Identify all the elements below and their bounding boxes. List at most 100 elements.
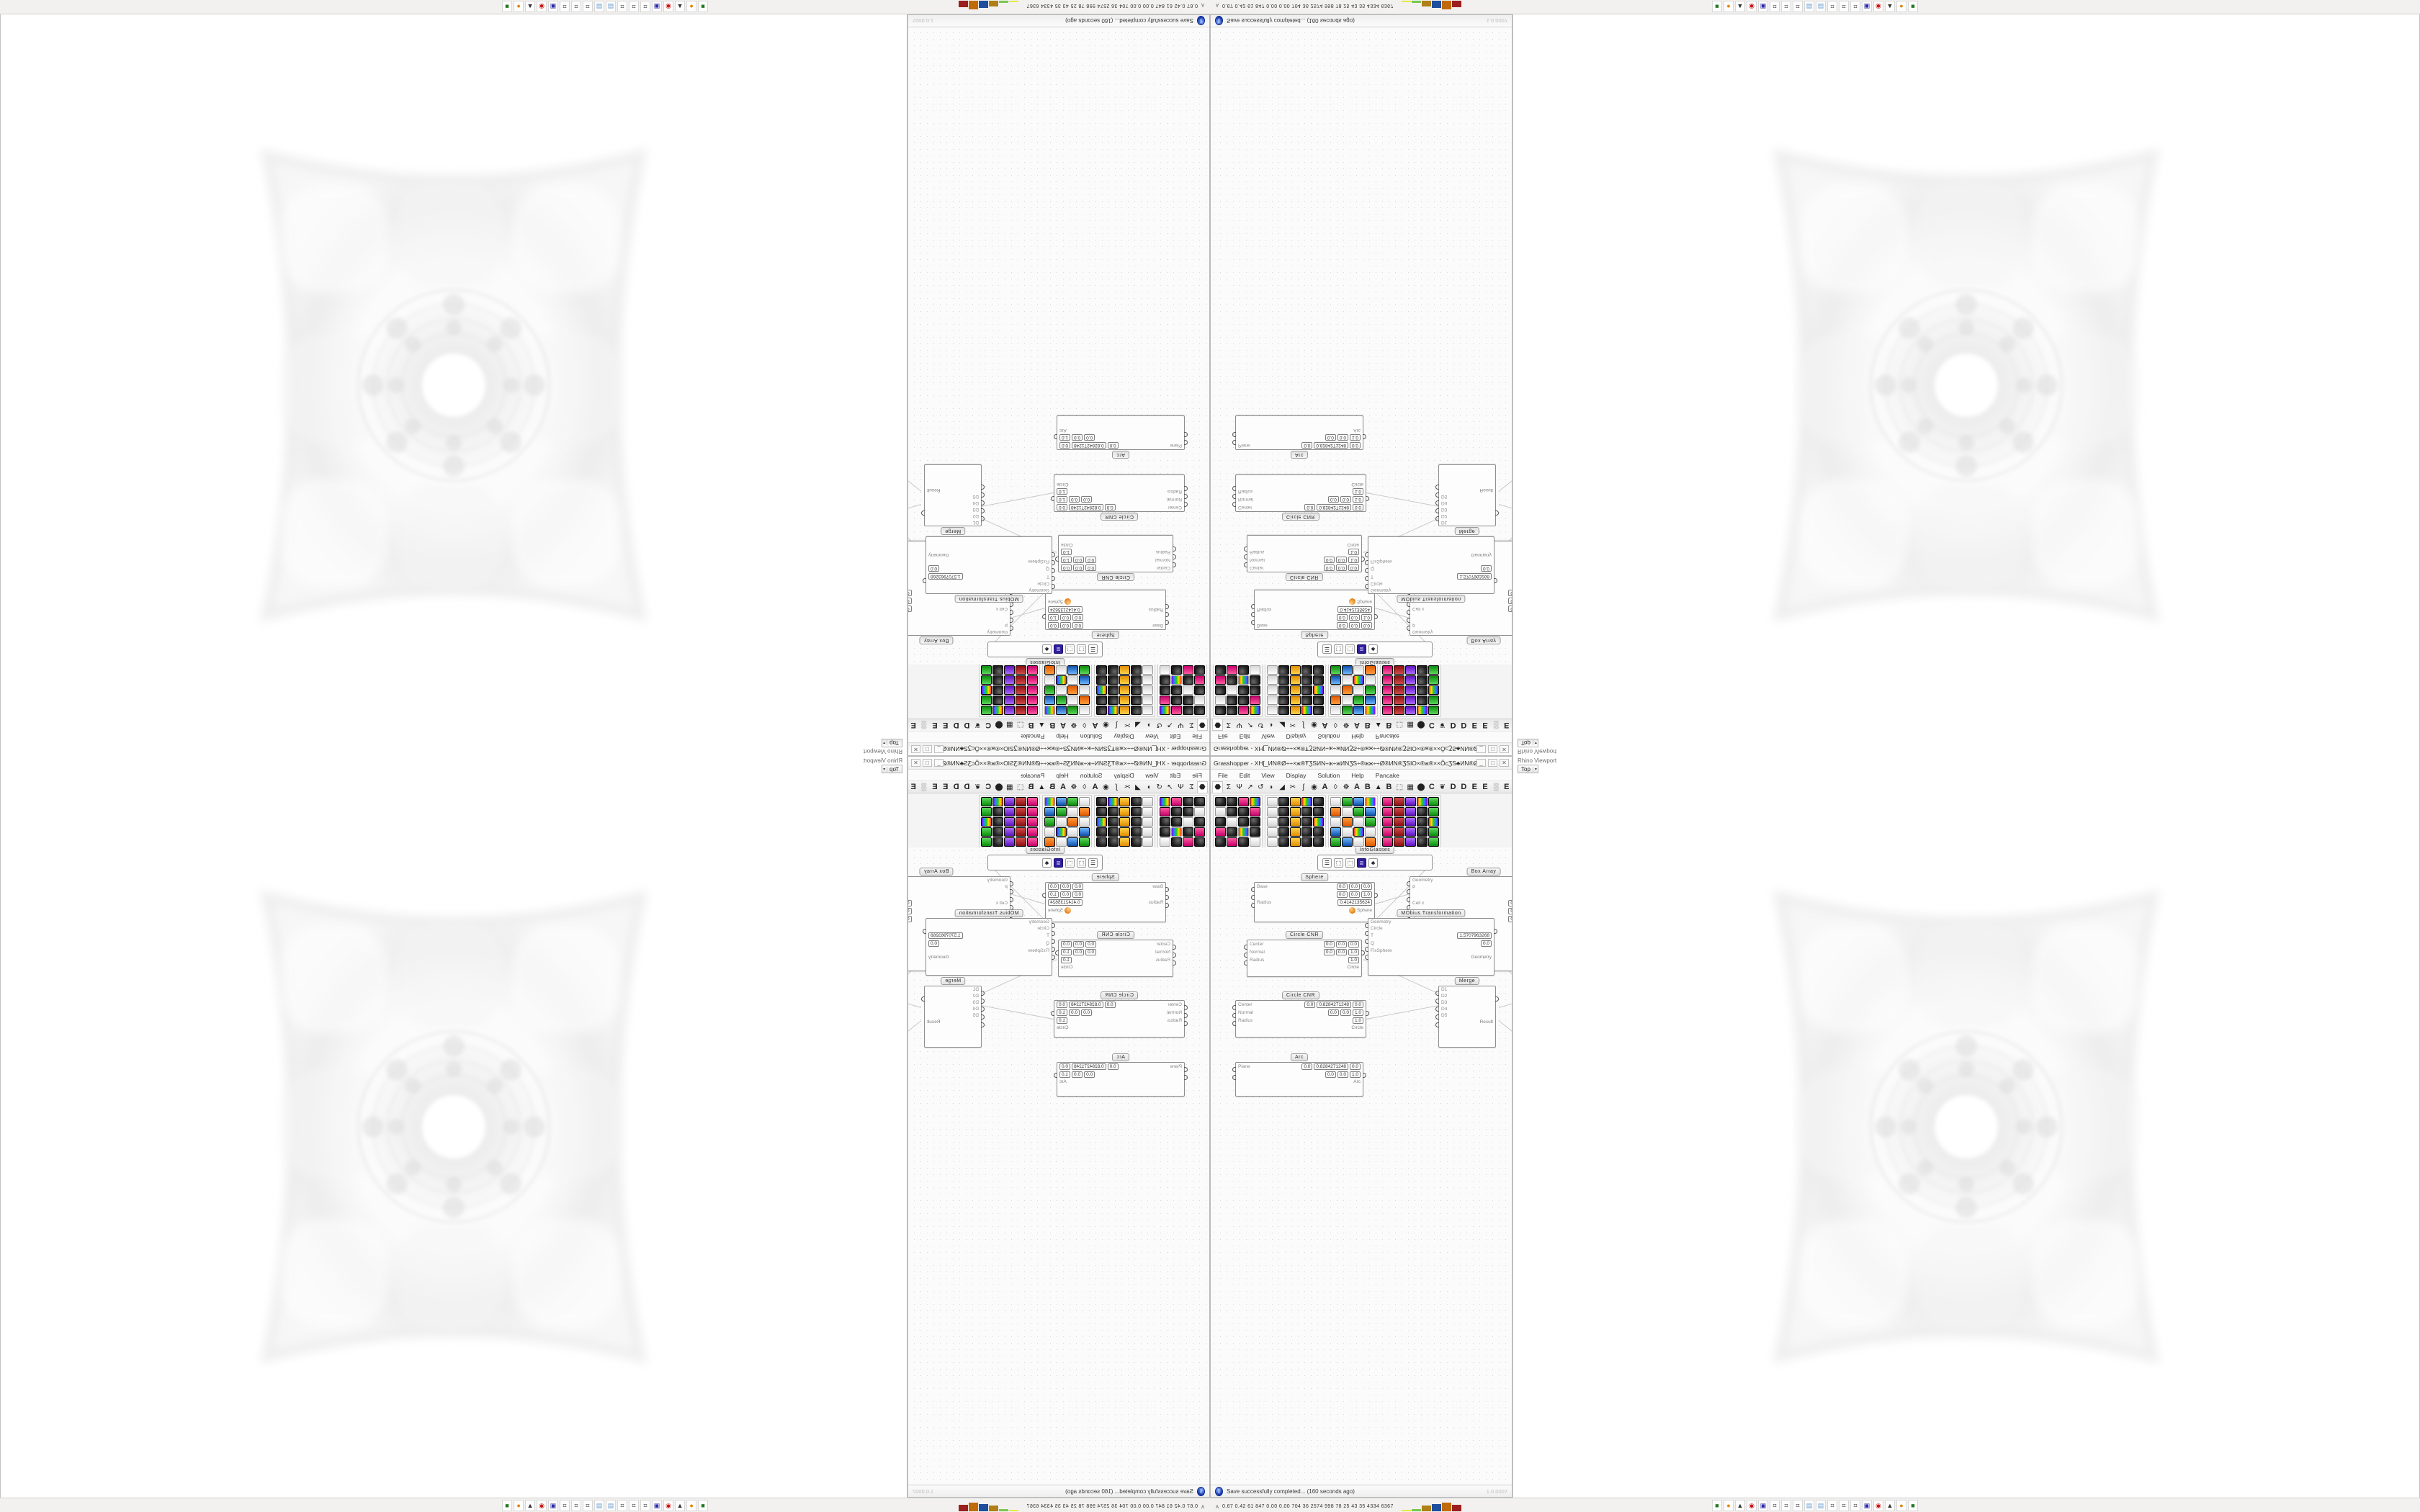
node-input-port[interactable] (1052, 939, 1055, 944)
ribbon-curve-tab[interactable]: ↺ (1156, 783, 1162, 791)
ribbon-box-tab[interactable]: ⬚ (1016, 721, 1024, 729)
node-input-port[interactable] (1232, 502, 1236, 507)
component-icon[interactable] (1108, 807, 1119, 816)
menu-item-help[interactable]: Help (1351, 733, 1364, 741)
node-output-port[interactable] (1366, 496, 1369, 501)
ribbon-plugin-d-tab[interactable]: D (1450, 721, 1456, 729)
node-value-field[interactable]: 0.0 (1327, 496, 1339, 503)
component-icon[interactable] (1301, 696, 1312, 705)
component-icon[interactable] (1016, 696, 1026, 705)
component-icon[interactable] (1044, 817, 1055, 827)
ribbon-plugin-e2-tab[interactable]: E (932, 783, 938, 791)
node-value-field[interactable]: 0.0 (1107, 1063, 1119, 1070)
component-icon[interactable] (1119, 837, 1130, 847)
component-icon[interactable] (1278, 837, 1289, 847)
ribbon-vector-tab[interactable]: ↗ (1167, 783, 1173, 791)
ribbon-params-tab[interactable]: ⬣ (1196, 719, 1208, 731)
component-icon[interactable] (1342, 665, 1353, 675)
node-value-field[interactable]: 0.0 (1348, 883, 1360, 890)
component-icon[interactable] (1096, 837, 1107, 847)
node-value-field[interactable]: 0.0 (1508, 900, 1512, 906)
component-icon[interactable] (1183, 685, 1193, 695)
ribbon-box-tab[interactable]: ⬚ (1016, 783, 1024, 791)
ribbon-curve-tab[interactable]: ↺ (1258, 721, 1264, 729)
component-icon[interactable] (1238, 807, 1249, 816)
component-icon[interactable] (1142, 817, 1153, 827)
menu-item-pancake[interactable]: Pancake (1375, 771, 1399, 779)
component-icon[interactable] (1394, 696, 1404, 705)
ribbon-transform-tab[interactable]: ʃ (1302, 783, 1304, 791)
component-icon[interactable] (1067, 706, 1078, 715)
menu-item-edit[interactable]: Edit (1239, 771, 1250, 779)
component-icon[interactable] (1183, 797, 1193, 806)
component-icon[interactable] (992, 696, 1003, 705)
component-icon[interactable] (1016, 675, 1026, 685)
taskbar-calculator-icon[interactable]: ▤ (606, 1, 616, 13)
component-icon[interactable] (1183, 696, 1193, 705)
component-icon[interactable] (1194, 797, 1205, 806)
ribbon-vector-tab[interactable]: ↗ (1167, 721, 1173, 729)
taskbar-terminal-icon[interactable]: ■ (502, 1499, 512, 1511)
node-input-port[interactable] (1165, 620, 1169, 625)
component-icon[interactable] (1250, 807, 1260, 816)
node-value-field[interactable]: 0.0 (1327, 1009, 1339, 1016)
component-icon[interactable] (1131, 675, 1142, 685)
grasshopper-titlebar[interactable]: Grasshopper - XH[_ИN®Ø÷÷×ж®ŦƷSИN÷ж÷жИNƷS… (908, 742, 1209, 755)
component-icon[interactable] (1353, 675, 1364, 685)
rhino-viewport-pane[interactable]: Rhino Viewport Top ▾ (0, 14, 908, 756)
component-icon[interactable] (1027, 817, 1038, 827)
close-button[interactable]: ✕ (911, 745, 920, 753)
node-value-field[interactable]: 0.0 (1508, 916, 1512, 922)
component-icon[interactable] (1016, 685, 1026, 695)
menu-item-file[interactable]: File (1192, 771, 1202, 779)
menu-item-pancake[interactable]: Pancake (1021, 771, 1045, 779)
component-icon[interactable] (1227, 807, 1237, 816)
node-output-port[interactable] (1495, 510, 1499, 516)
node-value-field[interactable]: 0.0 (1061, 564, 1072, 571)
node-arc[interactable]: Arc Plane 0.0 0.8284271248 0.0 0.0 0.0 1.0 Arc (1054, 1053, 1188, 1097)
menu-item-edit[interactable]: Edit (1170, 771, 1181, 779)
component-icon[interactable] (1267, 685, 1278, 695)
node-input-port[interactable] (1407, 881, 1410, 886)
ribbon-mountain-tab[interactable]: ▲ (1374, 721, 1382, 729)
node-value-field[interactable]: 0.0 (1325, 434, 1336, 441)
viewport-render-area[interactable] (1, 756, 907, 1498)
node-value-field[interactable]: 0.0 (1323, 941, 1335, 948)
node-input-port[interactable] (1052, 576, 1055, 581)
node-value-field[interactable]: 0.0 (908, 908, 912, 914)
component-icon[interactable] (1382, 807, 1393, 816)
ribbon-display-tab[interactable]: ◉ (1311, 783, 1317, 791)
component-icon[interactable] (1313, 817, 1324, 827)
infoglasses-toggle-4[interactable]: ♣ (1042, 644, 1052, 654)
node-circle-cnr-2[interactable]: Circle CNR Center 0.0 0.8284271248 0.0 Normal… (1051, 991, 1188, 1038)
taskbar-puzzle-icon-3[interactable]: ⌗ (1770, 1499, 1780, 1511)
menu-item-solution[interactable]: Solution (1080, 771, 1103, 779)
component-icon[interactable] (1079, 675, 1090, 685)
ribbon-leaf-tab[interactable]: ◊ (1083, 721, 1087, 729)
component-icon[interactable] (1119, 675, 1130, 685)
component-icon[interactable] (1160, 827, 1170, 837)
node-input-port[interactable] (1244, 554, 1247, 559)
node-input-port[interactable] (1407, 889, 1410, 894)
node-value-field[interactable]: 0.8284271248 (1069, 1002, 1103, 1008)
node-output-port[interactable] (1361, 950, 1365, 955)
ribbon-grid-tab[interactable]: ▦ (1006, 721, 1013, 729)
node-sphere[interactable]: Sphere Base 0.0 0.0 0.0 0.0 0.0 1.0 Radius 0.4142… (1251, 873, 1378, 922)
menu-item-view[interactable]: View (1145, 771, 1159, 779)
component-icon[interactable] (992, 685, 1003, 695)
ribbon-orange-dot-tab[interactable]: ⬤ (1417, 783, 1425, 791)
ribbon-plugin-e3-tab[interactable]: E (910, 721, 916, 729)
node-circle-cnr-2[interactable]: Circle CNR Center 0.0 0.8284271248 0.0 Normal… (1232, 991, 1369, 1038)
component-icon[interactable] (1067, 827, 1078, 837)
component-icon[interactable] (1267, 696, 1278, 705)
component-icon[interactable] (1330, 685, 1341, 695)
node-input-port[interactable] (1244, 562, 1247, 567)
taskbar-penguin-icon[interactable]: ▲ (1735, 1499, 1745, 1511)
infoglasses-toggle-3[interactable]: ≣ (1054, 644, 1063, 654)
component-icon[interactable] (1160, 706, 1170, 715)
component-icon[interactable] (1394, 827, 1404, 837)
rhino-viewport-pane[interactable]: Rhino Viewport Top ▾ (0, 756, 908, 1498)
node-value-field[interactable]: 0.0 (1508, 606, 1512, 612)
component-icon[interactable] (1108, 837, 1119, 847)
node-circle-cnr-1[interactable]: Circle CNR Center 0.0 0.0 0.0 Normal 0.0 0.0 1.0… (1055, 931, 1176, 977)
